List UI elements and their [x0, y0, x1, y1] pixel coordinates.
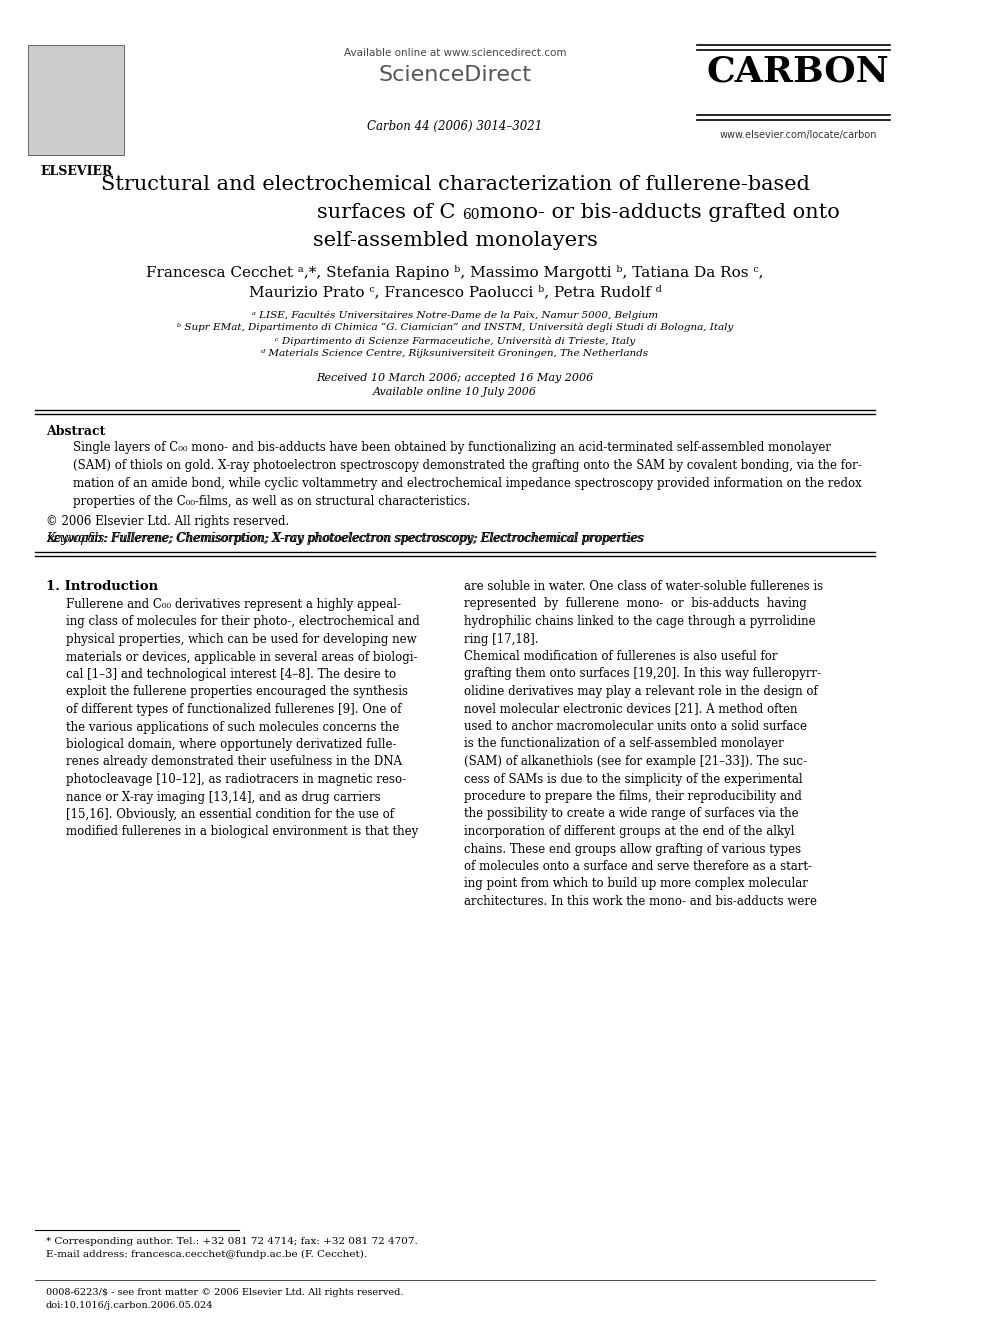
Text: doi:10.1016/j.carbon.2006.05.024: doi:10.1016/j.carbon.2006.05.024: [46, 1301, 213, 1310]
Text: 0008-6223/$ - see front matter © 2006 Elsevier Ltd. All rights reserved.: 0008-6223/$ - see front matter © 2006 El…: [46, 1289, 404, 1297]
Text: Fullerene and C₀₀ derivatives represent a highly appeal-
ing class of molecules : Fullerene and C₀₀ derivatives represent …: [66, 598, 420, 839]
Text: Maurizio Prato ᶜ, Francesco Paolucci ᵇ, Petra Rudolf ᵈ: Maurizio Prato ᶜ, Francesco Paolucci ᵇ, …: [249, 284, 662, 299]
Text: Available online at www.sciencedirect.com: Available online at www.sciencedirect.co…: [344, 48, 566, 58]
Text: self-assembled monolayers: self-assembled monolayers: [312, 232, 597, 250]
Text: ᵃ LISE, Facultés Universitaires Notre-Dame de la Paix, Namur 5000, Belgium: ᵃ LISE, Facultés Universitaires Notre-Da…: [252, 310, 658, 319]
Text: Chemical modification of fullerenes is also useful for
grafting them onto surfac: Chemical modification of fullerenes is a…: [464, 650, 821, 908]
Text: Received 10 March 2006; accepted 16 May 2006: Received 10 March 2006; accepted 16 May …: [316, 373, 593, 382]
Text: ᵈ Materials Science Centre, Rijksuniversiteit Groningen, The Netherlands: ᵈ Materials Science Centre, Rijksunivers…: [262, 349, 649, 359]
Text: are soluble in water. One class of water-soluble fullerenes is
represented  by  : are soluble in water. One class of water…: [464, 579, 823, 646]
Text: Abstract: Abstract: [46, 425, 105, 438]
Text: ϰειωορδσ: Fullerene; Chemisorption; X-ray photoelectron spectroscopy; Electroche: ϰειωορδσ: Fullerene; Chemisorption; X-ra…: [46, 532, 643, 545]
Text: surfaces of C: surfaces of C: [316, 202, 455, 222]
Text: Keywords: Fullerene; Chemisorption; X-ray photoelectron spectroscopy; Electroche: Keywords: Fullerene; Chemisorption; X-ra…: [46, 532, 644, 545]
Text: ScienceDirect: ScienceDirect: [379, 65, 532, 85]
Text: 1. Introduction: 1. Introduction: [46, 579, 158, 593]
Text: ELSEVIER: ELSEVIER: [40, 165, 112, 179]
Text: E-mail address: francesca.cecchet@fundp.ac.be (F. Cecchet).: E-mail address: francesca.cecchet@fundp.…: [46, 1250, 367, 1259]
Text: CARBON: CARBON: [706, 56, 890, 89]
Text: Single layers of C₀₀ mono- and bis-adducts have been obtained by functionalizing: Single layers of C₀₀ mono- and bis-adduc…: [73, 441, 862, 508]
Text: 60: 60: [462, 208, 480, 222]
Text: Carbon 44 (2006) 3014–3021: Carbon 44 (2006) 3014–3021: [367, 120, 543, 134]
Text: © 2006 Elsevier Ltd. All rights reserved.: © 2006 Elsevier Ltd. All rights reserved…: [46, 515, 289, 528]
Text: mono- or bis-adducts grafted onto: mono- or bis-adducts grafted onto: [473, 202, 840, 222]
Text: ᶜ Dipartimento di Scienze Farmaceutiche, Università di Trieste, Italy: ᶜ Dipartimento di Scienze Farmaceutiche,…: [275, 336, 635, 345]
Text: www.elsevier.com/locate/carbon: www.elsevier.com/locate/carbon: [719, 130, 877, 140]
Text: * Corresponding author. Tel.: +32 081 72 4714; fax: +32 081 72 4707.: * Corresponding author. Tel.: +32 081 72…: [46, 1237, 418, 1246]
FancyBboxPatch shape: [28, 45, 124, 155]
Text: Available online 10 July 2006: Available online 10 July 2006: [373, 388, 537, 397]
Text: Structural and electrochemical characterization of fullerene-based: Structural and electrochemical character…: [100, 175, 809, 194]
Text: ᵇ Supr EMat, Dipartimento di Chimica “G. Ciamician” and INSTM, Università degli : ᵇ Supr EMat, Dipartimento di Chimica “G.…: [177, 323, 733, 332]
Text: Francesca Cecchet ᵃ,*, Stefania Rapino ᵇ, Massimo Margotti ᵇ, Tatiana Da Ros ᶜ,: Francesca Cecchet ᵃ,*, Stefania Rapino ᵇ…: [146, 265, 764, 280]
